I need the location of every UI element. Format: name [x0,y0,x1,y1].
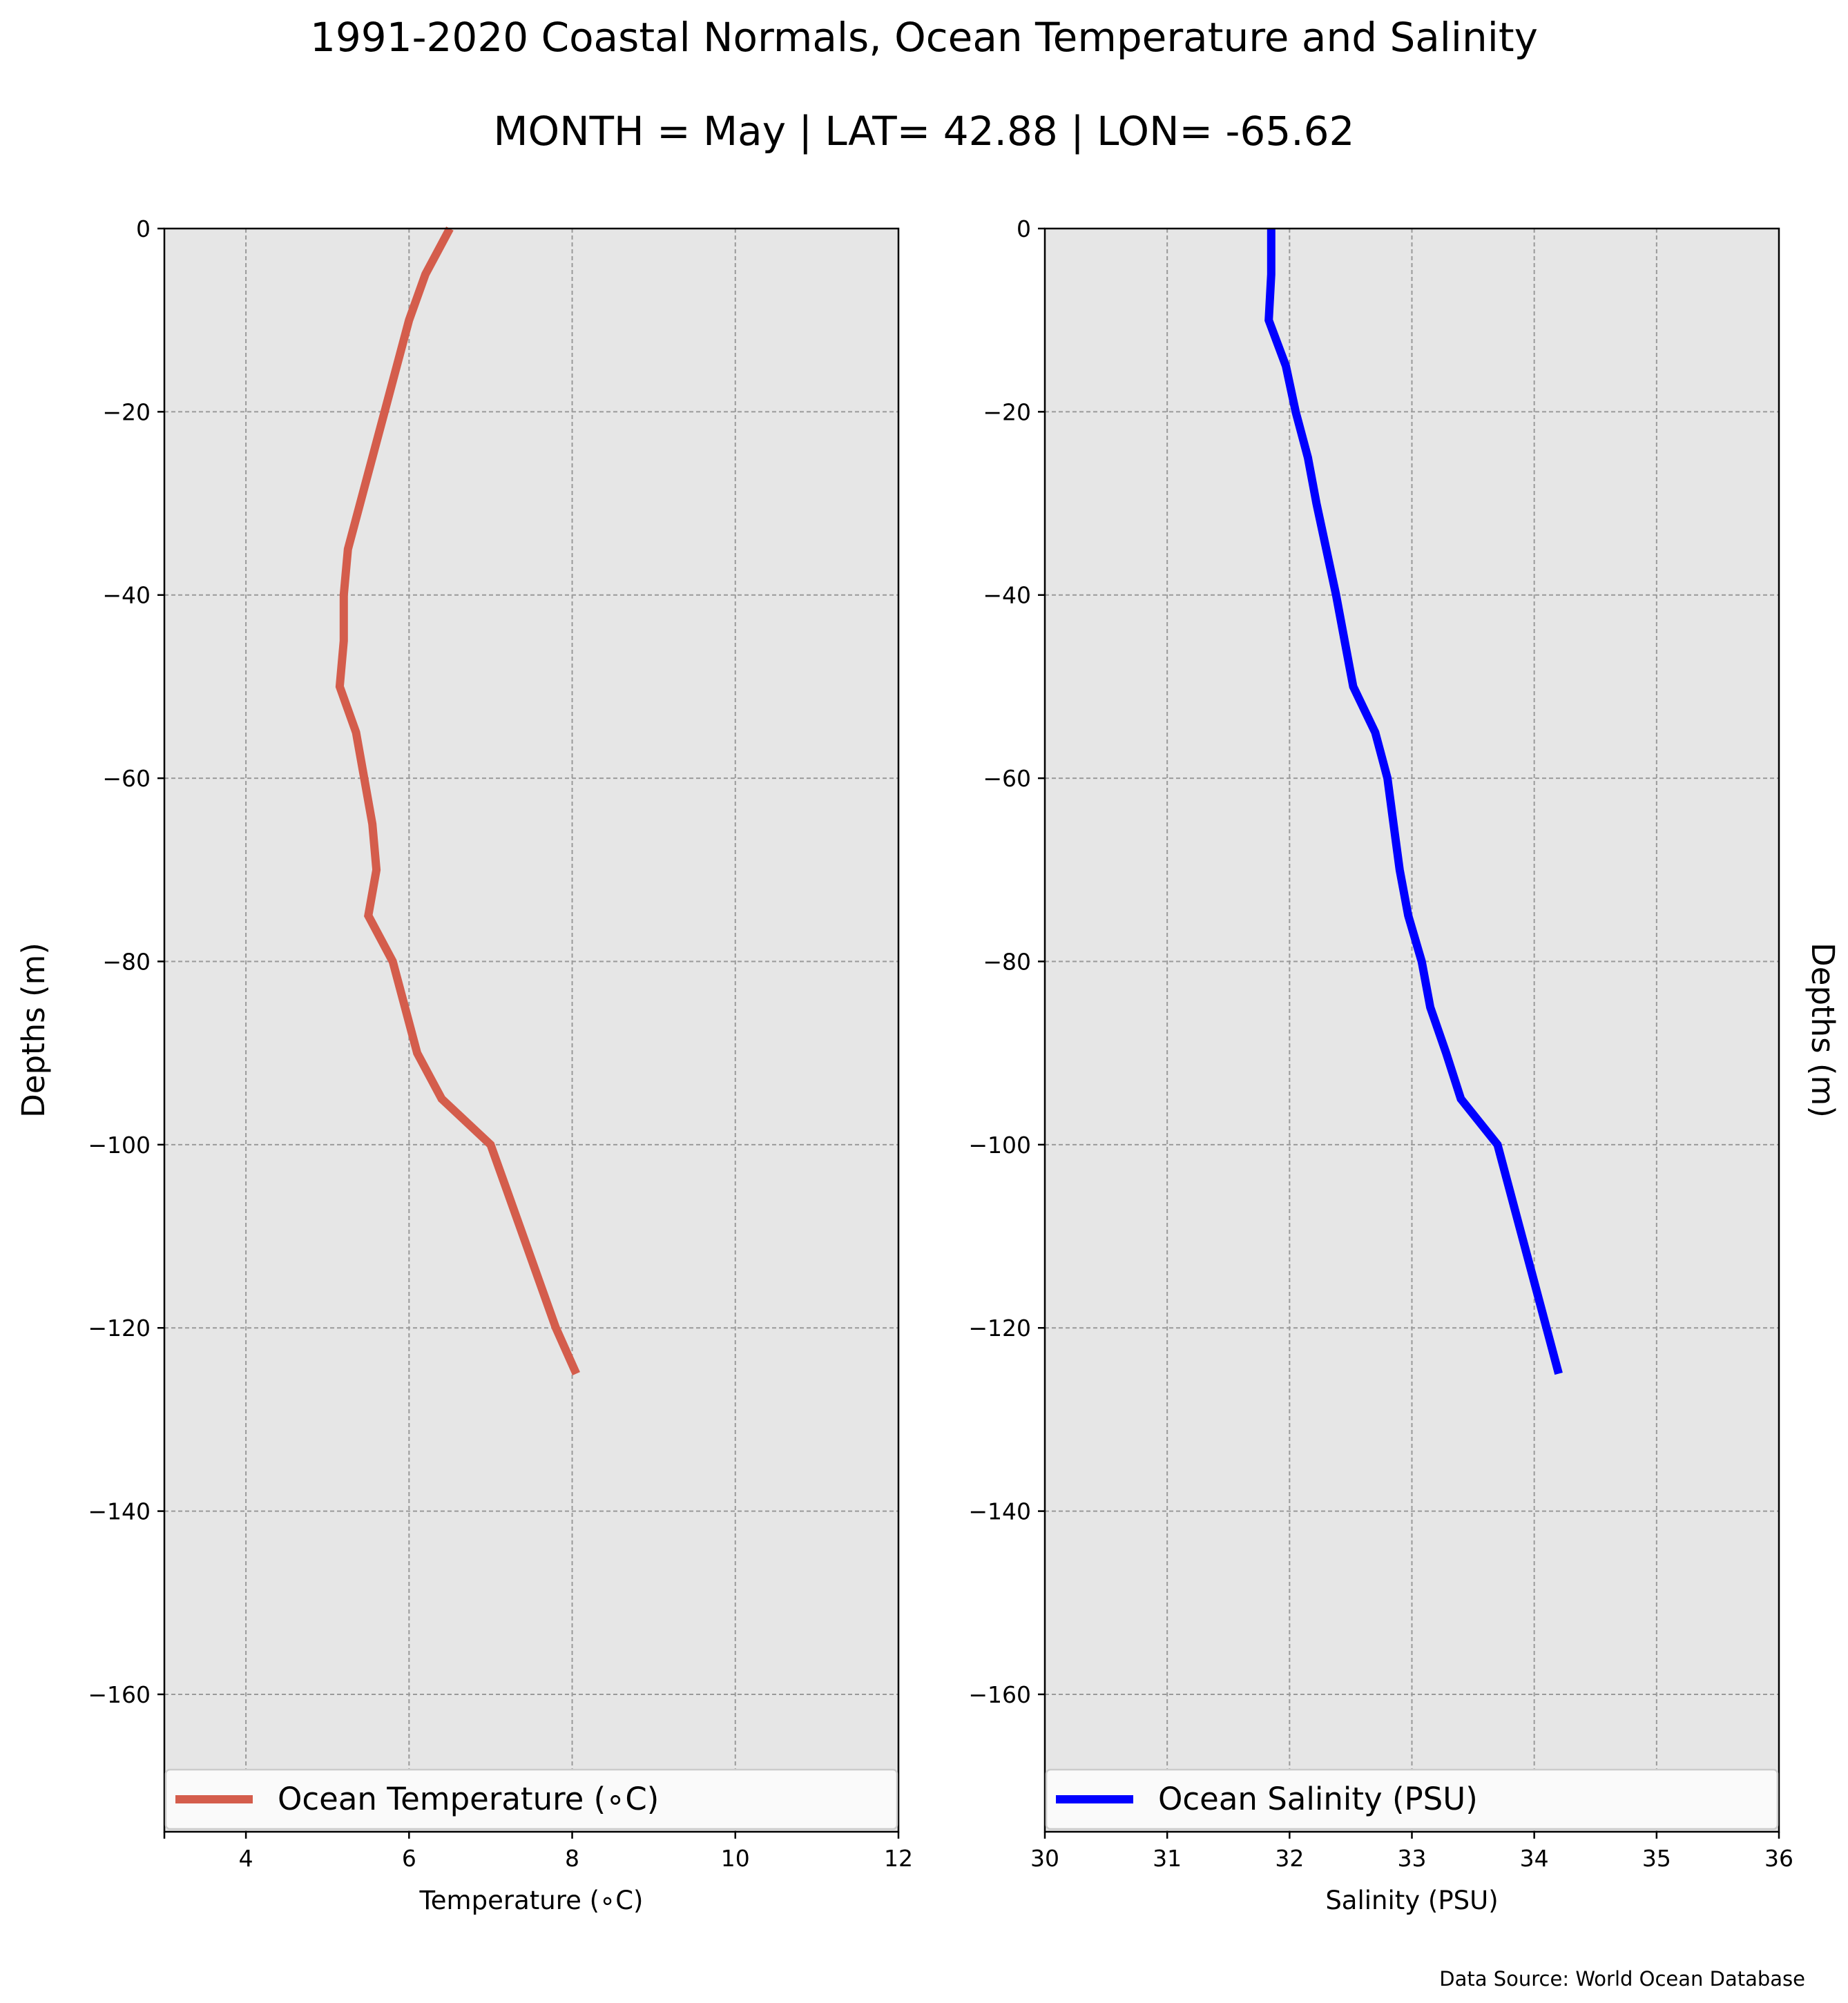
x-tick-label: 12 [884,1845,913,1872]
y-tick-label: −100 [968,1132,1031,1159]
x-tick-label: 34 [1520,1845,1549,1872]
legend: Ocean Salinity (PSU) [1045,1768,1779,1830]
y-tick-label: −120 [968,1315,1031,1342]
legend: Ocean Temperature (∘C) [164,1768,898,1830]
x-tick-label: 32 [1275,1845,1304,1872]
y-axis-label: Depths (m) [15,942,52,1118]
plot-area [164,229,898,1832]
y-tick-label: 0 [136,215,151,242]
x-tick-label: 6 [402,1845,416,1872]
x-tick-label: 33 [1398,1845,1427,1872]
x-tick-label: 36 [1764,1845,1793,1872]
legend-box [164,1768,898,1830]
legend-label: Ocean Temperature (∘C) [278,1781,659,1817]
y-tick-label: −80 [102,948,151,975]
legend-box [1045,1768,1779,1830]
series-line [335,226,580,1376]
y-axis-label: Depths (m) [1804,942,1841,1118]
y-tick-label: −140 [968,1498,1031,1525]
x-tick-label: 31 [1153,1845,1182,1872]
y-tick-label: −60 [983,765,1031,792]
x-tick-label: 4 [239,1845,253,1872]
y-tick-label: −20 [983,398,1031,425]
x-tick-label: 35 [1642,1845,1671,1872]
salinity-panel: 30 31 32 33 34 35 36 0 −20 −40 −60 −80 −100 −120 −140 −… [968,215,1841,1915]
y-tick-label: 0 [1017,215,1031,242]
y-tick-label: −60 [102,765,151,792]
y-tick-label: −140 [88,1498,151,1525]
series-line [1264,229,1563,1375]
x-tick-label: 8 [565,1845,579,1872]
temperature-panel: 4 6 8 10 12 0 −20 −40 −60 −80 −100 −120 −140 −160 Temp… [15,215,913,1915]
y-tick-label: −40 [102,582,151,609]
x-tick-label: 10 [721,1845,750,1872]
x-axis-label: Salinity (PSU) [1325,1886,1498,1915]
y-tick-label: −160 [88,1681,151,1708]
data-source-note: Data Source: World Ocean Database [1439,1967,1805,1991]
y-tick-label: −120 [88,1315,151,1342]
chart-title: 1991-2020 Coastal Normals, Ocean Tempera… [310,14,1538,61]
y-tick-label: −160 [968,1681,1031,1708]
chart-subtitle: MONTH = May | LAT= 42.88 | LON= -65.62 [494,108,1355,155]
x-axis-label: Temperature (∘C) [418,1886,643,1915]
axes-frame [163,227,900,1833]
y-tick-label: −100 [88,1132,151,1159]
y-tick-label: −20 [102,398,151,425]
y-tick-label: −40 [983,582,1031,609]
legend-label: Ocean Salinity (PSU) [1158,1781,1478,1817]
x-tick-label: 30 [1030,1845,1059,1872]
y-tick-label: −80 [983,948,1031,975]
